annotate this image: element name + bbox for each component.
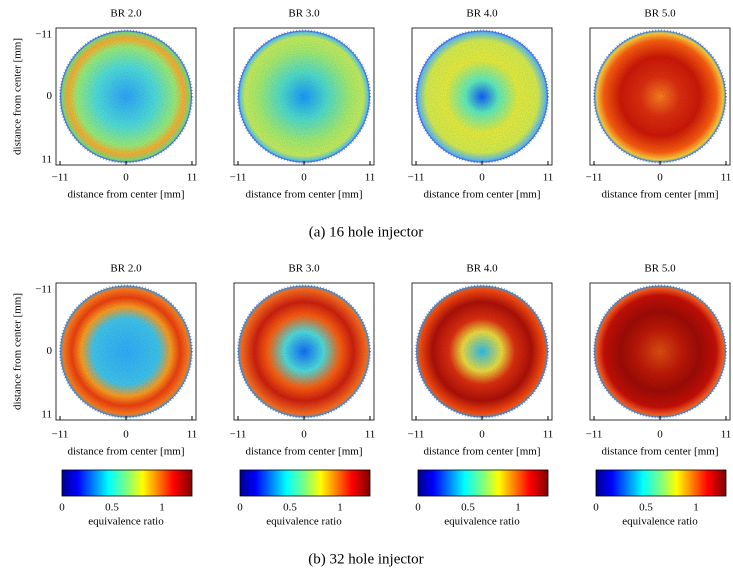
x-tick-label: 11 — [187, 429, 198, 441]
heat-map-texture — [594, 30, 726, 163]
x-axis-label: distance from center [mm] — [424, 446, 541, 458]
x-axis-label: distance from center [mm] — [602, 189, 719, 201]
rim — [593, 284, 727, 419]
x-tick-label: 0 — [123, 172, 129, 184]
rim — [415, 29, 549, 164]
rim — [237, 29, 371, 164]
y-tick-label: 0 — [47, 90, 53, 102]
heat-map-texture — [238, 285, 370, 418]
colorbar-tick-label: 0 — [59, 502, 65, 514]
x-tick-label: 0 — [479, 429, 485, 441]
colorbar-label: equivalence ratio — [622, 516, 698, 528]
colorbar-tick-label: 1 — [337, 502, 343, 514]
colorbar-label: equivalence ratio — [266, 516, 342, 528]
y-tick-label: 0 — [47, 345, 53, 357]
colorbar-label: equivalence ratio — [444, 516, 520, 528]
x-tick-label: 0 — [123, 429, 129, 441]
x-tick-label: 11 — [721, 172, 732, 184]
y-tick-label: −11 — [35, 284, 52, 296]
heat-map-texture — [238, 30, 370, 163]
y-tick-label: 11 — [41, 409, 52, 421]
x-axis-label: distance from center [mm] — [424, 189, 541, 201]
x-tick-label: 0 — [657, 429, 663, 441]
plot-title: BR 5.0 — [644, 263, 676, 275]
plot-title: BR 3.0 — [288, 263, 320, 275]
x-tick-label: 0 — [479, 172, 485, 184]
x-tick-label: 11 — [365, 172, 376, 184]
x-tick-label: −11 — [52, 172, 69, 184]
plot-title: BR 3.0 — [288, 8, 320, 20]
x-axis-label: distance from center [mm] — [602, 446, 719, 458]
rim — [415, 284, 549, 419]
colorbar-tick-label: 0 — [237, 502, 243, 514]
x-tick-label: 11 — [187, 172, 198, 184]
colorbar-tick-label: 0 — [415, 502, 421, 514]
plot-title: BR 4.0 — [466, 8, 498, 20]
colorbar-label: equivalence ratio — [88, 516, 164, 528]
colorbar-tick-label: 0 — [593, 502, 599, 514]
rim — [59, 29, 193, 164]
x-tick-label: 11 — [543, 429, 554, 441]
heat-map-texture — [416, 30, 548, 163]
plot-title: BR 4.0 — [466, 263, 498, 275]
x-tick-label: 0 — [301, 172, 307, 184]
y-axis-label: distance from center [mm] — [12, 293, 24, 410]
plot-title: BR 5.0 — [644, 8, 676, 20]
y-axis-label: distance from center [mm] — [12, 38, 24, 155]
colorbar-tick-label: 1 — [693, 502, 699, 514]
rim — [593, 29, 727, 164]
plot-title: BR 2.0 — [110, 263, 142, 275]
x-tick-label: −11 — [52, 429, 69, 441]
colorbar-tick-label: 1 — [159, 502, 165, 514]
colorbar-tick-label: 1 — [515, 502, 521, 514]
caption: (b) 32 hole injector — [308, 551, 423, 567]
colorbar — [239, 469, 371, 497]
x-tick-label: −11 — [408, 429, 425, 441]
x-axis-label: distance from center [mm] — [68, 446, 185, 458]
colorbar — [417, 469, 549, 497]
x-tick-label: −11 — [586, 172, 603, 184]
x-tick-label: −11 — [230, 429, 247, 441]
x-tick-label: −11 — [408, 172, 425, 184]
x-tick-label: 0 — [657, 172, 663, 184]
colorbar-tick-label: 0.5 — [283, 502, 297, 514]
x-tick-label: 11 — [365, 429, 376, 441]
x-tick-label: 11 — [721, 429, 732, 441]
heat-map-texture — [594, 285, 726, 418]
x-axis-label: distance from center [mm] — [246, 446, 363, 458]
colorbar-tick-label: 0.5 — [461, 502, 475, 514]
heat-map-texture — [60, 285, 192, 418]
x-tick-label: −11 — [230, 172, 247, 184]
colorbar-tick-label: 0.5 — [639, 502, 653, 514]
colorbar-tick-label: 0.5 — [105, 502, 119, 514]
x-axis-label: distance from center [mm] — [246, 189, 363, 201]
plot-title: BR 2.0 — [110, 8, 142, 20]
heat-map-texture — [416, 285, 548, 418]
x-tick-label: 0 — [301, 429, 307, 441]
rim — [237, 284, 371, 419]
x-axis-label: distance from center [mm] — [68, 189, 185, 201]
y-tick-label: −11 — [35, 29, 52, 41]
y-tick-label: 11 — [41, 154, 52, 166]
caption: (a) 16 hole injector — [309, 224, 424, 240]
x-tick-label: −11 — [586, 429, 603, 441]
rim — [59, 284, 193, 419]
colorbar — [595, 469, 727, 497]
x-tick-label: 11 — [543, 172, 554, 184]
heat-map-texture — [60, 30, 192, 163]
colorbar — [61, 469, 193, 497]
